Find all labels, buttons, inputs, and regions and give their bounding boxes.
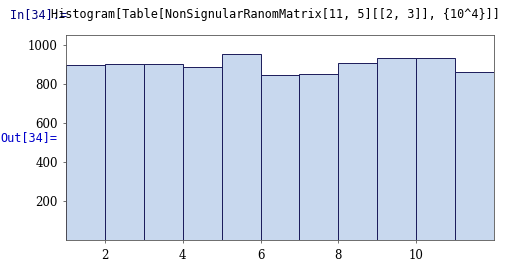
Bar [416,58,455,240]
Bar [455,72,494,240]
Bar [221,54,261,240]
Bar [299,74,338,240]
Bar [144,64,183,240]
Bar [183,67,221,240]
Text: Histogram[Table[NonSignularRanomMatrix[11, 5][[2, 3]], {10^4}]]: Histogram[Table[NonSignularRanomMatrix[1… [51,8,500,21]
Bar [338,63,377,240]
Bar [261,75,299,240]
Bar [105,64,144,240]
Bar [377,58,416,240]
Bar [66,65,105,240]
Text: Out[34]=: Out[34]= [1,131,58,144]
Text: In[34]:=: In[34]:= [10,8,74,21]
